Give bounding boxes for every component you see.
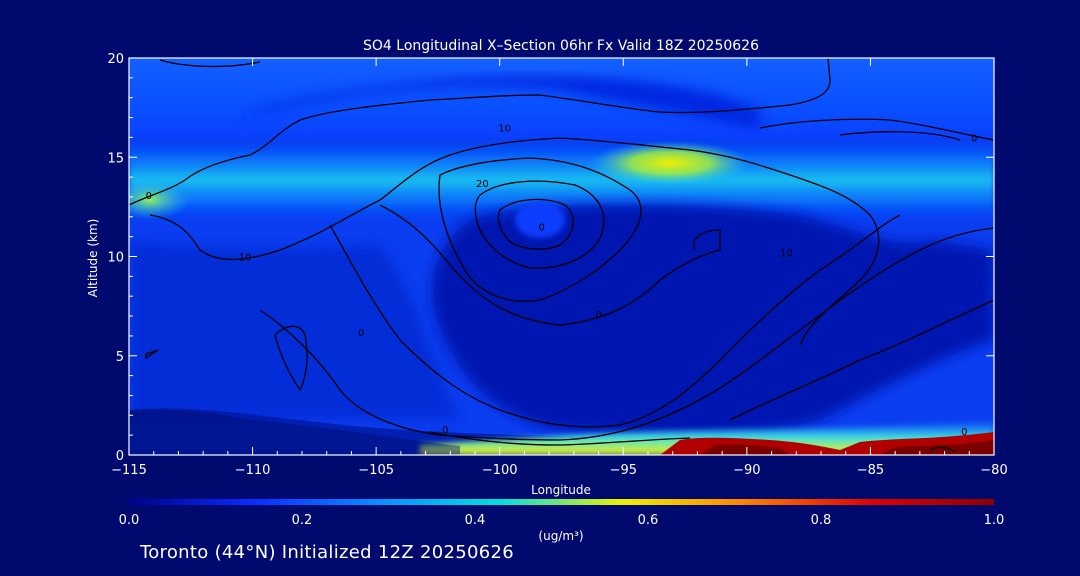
colorbar-tick-label: 0.4 [465,513,486,528]
colorbar-unit: (ug/m³) [538,529,583,543]
contour-0-right-upper [759,118,994,141]
contour-label: 0 [539,223,545,234]
contour-0-small-left [274,325,308,392]
x-tick-label: −80 [980,463,1007,478]
x-tick-label: −85 [857,463,884,478]
y-tick-label: 0 [116,449,124,464]
band-peak-high [590,141,750,185]
contour-label: 0 [595,310,601,321]
upper-low-center [515,202,565,238]
x-tick-label: −90 [733,463,760,478]
contour-0-topleft [159,59,261,68]
contour-label: 10 [780,249,793,260]
contour-0-leftmini [145,349,159,360]
contour-label: 0 [442,425,448,436]
x-axis-label: Longitude [531,483,591,497]
colorbar: 0.0 0.2 0.4 0.6 0.8 1.0 (ug/m³) [119,499,1005,543]
footer-caption: Toronto (44°N) Initialized 12Z 20250626 [140,542,515,563]
y-tick-label: 10 [107,251,124,266]
y-axis-label: Altitude (km) [86,219,100,298]
y-axis: 0 5 10 15 20 [107,52,994,464]
x-tick-label: −105 [358,463,394,478]
plot-area: 0 10 0 10 20 0 0 10 0 0 0 [129,58,994,455]
colorbar-ticks: 0.0 0.2 0.4 0.6 0.8 1.0 [119,513,1005,528]
x-tick-label: −110 [235,463,271,478]
contour-20 [438,157,642,302]
contour-labels: 0 10 0 10 20 0 0 10 0 0 0 [146,123,978,438]
y-tick-label: 5 [116,350,124,365]
contour-label: 20 [476,179,489,190]
contour-label: 10 [498,123,511,134]
colorbar-bar [129,499,994,505]
x-tick-label: −100 [482,463,518,478]
contour-0-mid [379,204,721,326]
contour-0-low [259,227,994,441]
x-axis: −115 −110 −105 −100 −95 −90 −85 −80 [111,58,1008,478]
x-tick-label: −95 [610,463,637,478]
x-tick-label: −115 [111,463,147,478]
contour-label: 0 [358,328,364,339]
y-tick-label: 15 [107,151,124,166]
contour-label: 0 [971,133,977,144]
contour-10-lower [329,214,901,428]
contour-30 [474,180,605,269]
contour-40 [497,198,574,250]
contour-0-surface-right [729,299,994,421]
colorbar-tick-label: 0.2 [292,513,313,528]
contour-label: 0 [961,427,967,438]
chart-title: SO4 Longitudinal X–Section 06hr Fx Valid… [363,38,759,54]
colorbar-tick-label: 0.6 [638,513,659,528]
upper-core-blob [240,76,760,130]
y-tick-label: 20 [107,52,124,67]
mid-dark-region [129,240,460,420]
colorbar-tick-label: 1.0 [984,513,1005,528]
surface-hotspot-core [700,440,994,455]
band-peak-left [129,180,190,220]
terrain [129,409,460,455]
low-core-region [432,204,994,437]
contour-label: 0 [146,191,152,202]
colorbar-tick-label: 0.0 [119,513,140,528]
contour-lines [129,58,994,453]
colorbar-tick-label: 0.8 [811,513,832,528]
contour-10-outer [149,137,880,346]
contour-label: 10 [239,252,252,263]
contour-0-surface [429,431,691,446]
contour-0-left [129,58,831,206]
contour-0-tiny-right [929,446,956,453]
